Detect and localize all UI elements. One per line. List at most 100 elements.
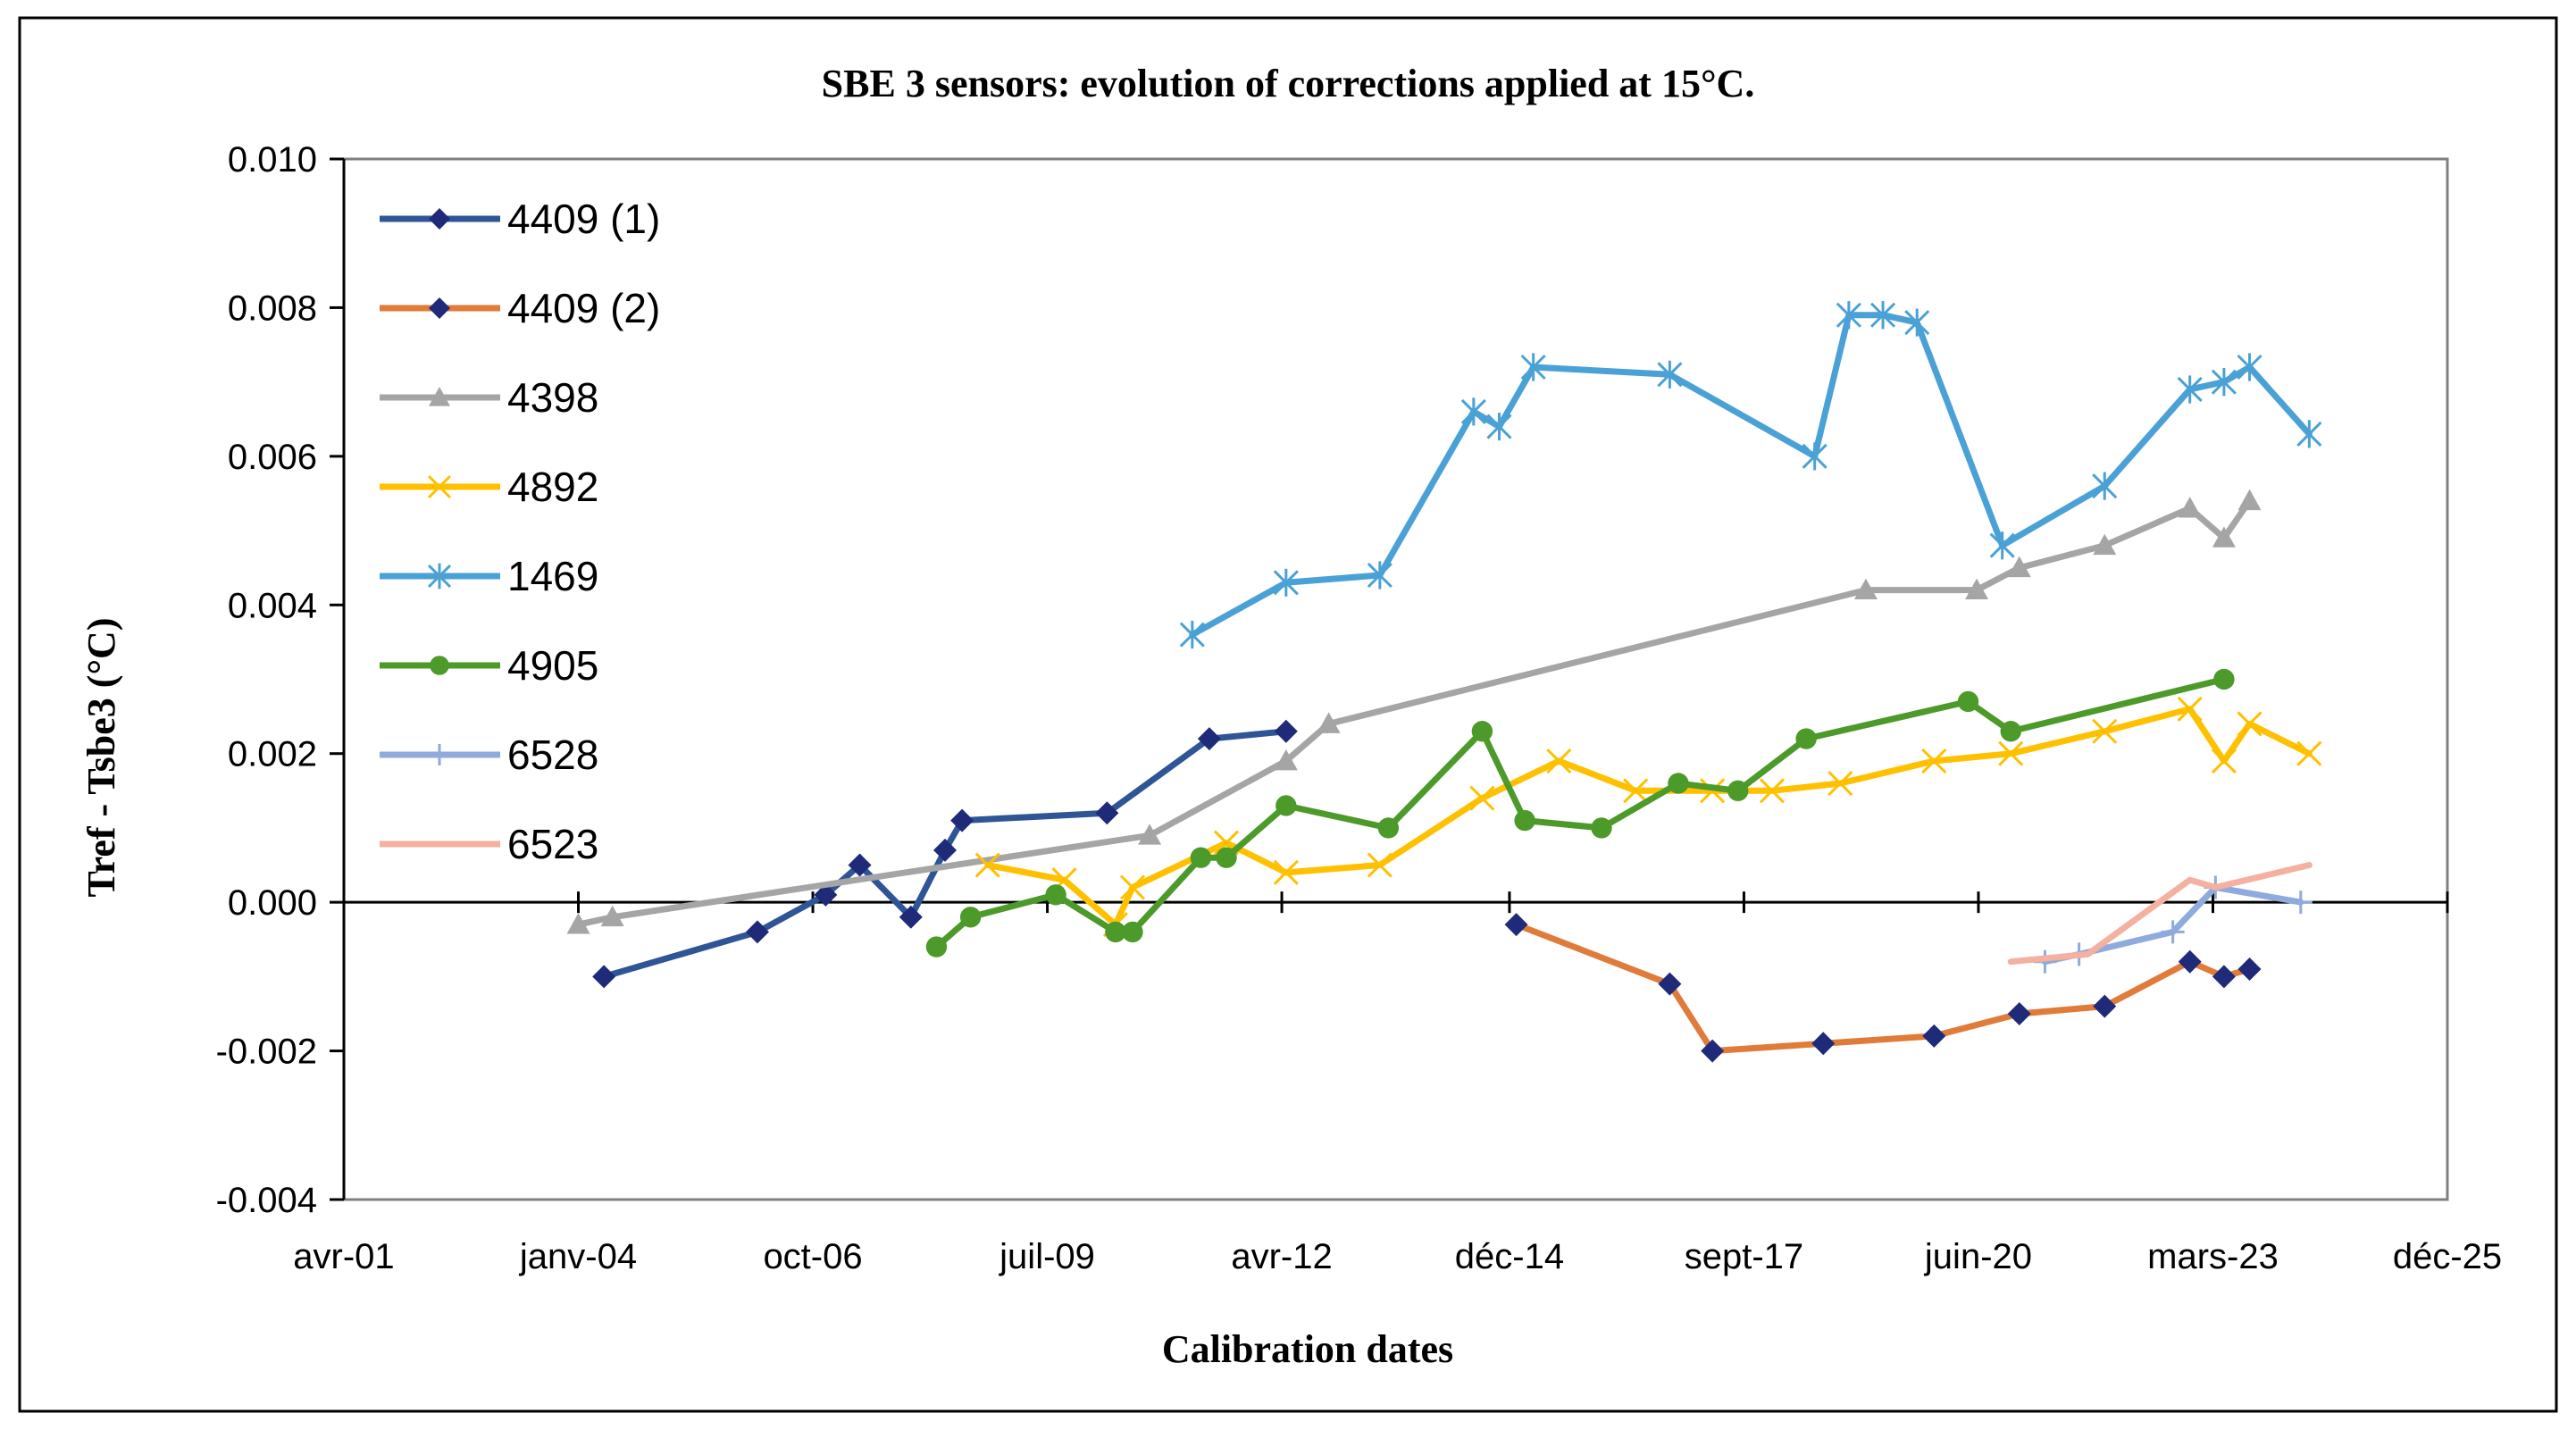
legend-entry: 4892	[380, 464, 598, 510]
data-point-marker	[1190, 847, 1212, 868]
data-point-marker	[974, 852, 1000, 878]
series-line	[1513, 921, 2253, 1055]
data-point-marker	[2093, 994, 2117, 1018]
data-point-marker	[2007, 1001, 2031, 1025]
legend-entry: 4409 (1)	[380, 196, 660, 242]
data-point-marker	[429, 208, 450, 230]
data-point-marker	[2177, 375, 2203, 404]
series-4409-1	[592, 719, 1298, 989]
data-point-marker	[2237, 489, 2262, 511]
data-point-marker	[2237, 353, 2262, 381]
x-tick-label: avr-12	[1231, 1237, 1332, 1276]
x-axis-label: Calibration dates	[1162, 1327, 1453, 1371]
data-point-marker	[2000, 721, 2021, 742]
data-point-marker	[2007, 556, 2031, 578]
data-point-marker	[1658, 972, 1682, 996]
data-point-marker	[1119, 874, 1146, 900]
data-point-marker	[1811, 1032, 1836, 1056]
data-point-marker	[2212, 965, 2236, 989]
y-tick-label: -0.002	[216, 1033, 317, 1072]
data-point-marker	[1998, 740, 2024, 766]
x-tick-label: avr-01	[293, 1237, 394, 1276]
data-point-marker	[2213, 668, 2235, 690]
series-1469	[1179, 301, 2322, 649]
data-point-marker	[1668, 773, 1689, 794]
series-line	[600, 728, 1290, 980]
data-point-marker	[1504, 913, 1528, 937]
chart-outer-frame	[18, 16, 2558, 1413]
x-tick-label: mars-23	[2147, 1237, 2279, 1276]
data-point-marker	[2092, 718, 2118, 744]
data-point-marker	[1514, 809, 1535, 832]
data-point-marker	[925, 936, 948, 958]
data-point-marker	[1922, 1024, 1946, 1048]
data-point-marker	[899, 905, 923, 929]
data-point-marker	[1957, 690, 1979, 713]
x-tick-label: déc-14	[1455, 1237, 1564, 1276]
data-point-marker	[2178, 497, 2202, 518]
legend-label: 6523	[507, 821, 598, 867]
x-tick-label: janv-04	[519, 1237, 637, 1276]
data-point-marker	[1179, 620, 1205, 649]
data-point-marker	[429, 744, 450, 765]
data-point-marker	[1471, 721, 1493, 742]
y-tick-label: 0.008	[228, 289, 317, 328]
legend-entry: 4409 (2)	[380, 285, 660, 331]
data-point-marker	[1759, 778, 1786, 804]
data-point-marker	[1623, 778, 1649, 804]
data-point-marker	[1197, 727, 1221, 751]
data-point-marker	[2237, 958, 2262, 982]
data-point-marker	[2296, 420, 2322, 448]
data-point-marker	[1520, 353, 1546, 381]
data-point-marker	[1546, 748, 1572, 774]
data-point-marker	[2093, 533, 2117, 556]
legend: 4409 (1) 4409 (2) 4398 4892 1469 4905 6528 6523	[380, 196, 660, 867]
data-point-marker	[1836, 301, 1861, 330]
legend-label: 4409 (2)	[507, 285, 660, 331]
data-point-marker	[1045, 884, 1066, 906]
x-tick-label: juil-09	[999, 1237, 1095, 1276]
data-point-marker	[2237, 711, 2262, 737]
data-point-marker	[1367, 561, 1393, 590]
data-point-marker	[429, 387, 450, 406]
data-point-marker	[1138, 824, 1162, 845]
data-point-marker	[745, 920, 769, 944]
data-point-marker	[2211, 368, 2237, 397]
y-tick-label: 0.002	[228, 735, 317, 774]
data-point-marker	[1274, 749, 1298, 771]
y-tick-label: 0.010	[228, 140, 317, 180]
data-point-marker	[1486, 412, 1512, 441]
y-tick-label: 0.000	[228, 883, 317, 923]
data-point-marker	[1921, 748, 1947, 774]
data-point-marker	[1460, 397, 1486, 426]
data-point-marker	[429, 297, 450, 319]
data-point-marker	[1273, 859, 1299, 885]
legend-entry: 6528	[380, 732, 598, 778]
data-point-marker	[1853, 578, 1878, 600]
data-point-marker	[1122, 921, 1143, 943]
data-point-marker	[1469, 785, 1495, 811]
x-tick-label: oct-06	[763, 1237, 862, 1276]
data-point-marker	[1701, 1039, 1725, 1063]
data-point-marker	[1275, 795, 1297, 816]
legend-label: 4409 (1)	[507, 196, 660, 242]
x-tick-label: sept-17	[1685, 1237, 1803, 1276]
data-point-marker	[2177, 696, 2203, 722]
legend-label: 4892	[507, 464, 598, 510]
data-point-marker	[1802, 442, 1827, 471]
series-4905	[925, 668, 2235, 958]
legend-label: 1469	[507, 553, 598, 599]
data-point-marker	[1274, 719, 1298, 743]
data-point-marker	[814, 882, 838, 907]
y-tick-label: 0.006	[228, 438, 317, 477]
data-point-marker	[1727, 780, 1749, 802]
data-point-marker	[1377, 817, 1400, 839]
data-point-marker	[933, 838, 957, 862]
data-point-marker	[2178, 949, 2202, 974]
legend-label: 6528	[507, 732, 598, 778]
data-point-marker	[592, 965, 616, 989]
legend-label: 4398	[507, 374, 598, 421]
chart-title: SBE 3 sensors: evolution of corrections …	[822, 62, 1755, 105]
data-point-marker	[1965, 578, 1989, 600]
